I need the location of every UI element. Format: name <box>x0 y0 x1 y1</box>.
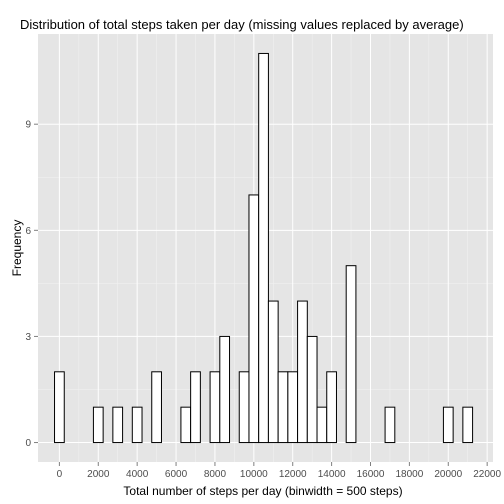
y-tick-label: 6 <box>25 226 31 237</box>
histogram-bar <box>326 371 337 444</box>
histogram-bar <box>151 371 162 444</box>
histogram-bar <box>131 406 143 444</box>
x-tick-label: 0 <box>57 469 63 480</box>
chart-title: Distribution of total steps taken per da… <box>20 17 464 32</box>
x-tick-label: 8000 <box>204 469 227 480</box>
histogram-bar <box>180 406 192 444</box>
histogram-bar <box>316 406 328 444</box>
y-tick-label: 9 <box>25 120 31 131</box>
x-tick-label: 12000 <box>279 469 307 480</box>
histogram-bar <box>442 406 454 444</box>
histogram-bar <box>248 194 260 444</box>
histogram-bar <box>287 371 299 444</box>
x-axis-title: Total number of steps per day (binwidth … <box>123 484 402 498</box>
x-tick-label: 18000 <box>395 469 423 480</box>
histogram-bar <box>462 406 474 444</box>
y-tick-label: 0 <box>25 438 31 449</box>
histogram-bar <box>267 300 279 444</box>
x-tick-label: 4000 <box>126 469 149 480</box>
y-axis-ticks: 0 3 6 9 <box>25 120 38 449</box>
x-tick-label: 6000 <box>165 469 188 480</box>
histogram-bars <box>54 52 474 444</box>
y-tick-label: 3 <box>25 332 31 343</box>
x-tick-label: 14000 <box>318 469 346 480</box>
histogram-bar <box>345 265 357 444</box>
histogram-bar <box>209 371 221 444</box>
histogram-bar <box>258 52 269 444</box>
x-tick-label: 22000 <box>473 469 501 480</box>
histogram-bar <box>277 371 289 444</box>
histogram-bar <box>384 406 396 444</box>
histogram-bar <box>306 335 318 444</box>
x-axis-ticks: 0 2000 4000 6000 8000 10000 12000 14000 16000 180… <box>57 462 502 480</box>
y-axis-title: Frequency <box>10 220 24 277</box>
x-tick-label: 20000 <box>434 469 462 480</box>
histogram-bar <box>190 371 201 444</box>
histogram-bar <box>219 335 231 444</box>
x-tick-label: 2000 <box>87 469 110 480</box>
histogram-bar <box>92 406 104 444</box>
x-tick-label: 16000 <box>357 469 385 480</box>
histogram-bar <box>54 371 65 444</box>
x-tick-label: 10000 <box>240 469 268 480</box>
histogram-bar <box>112 406 124 444</box>
histogram-bar <box>297 300 308 444</box>
histogram-bar <box>238 371 250 444</box>
